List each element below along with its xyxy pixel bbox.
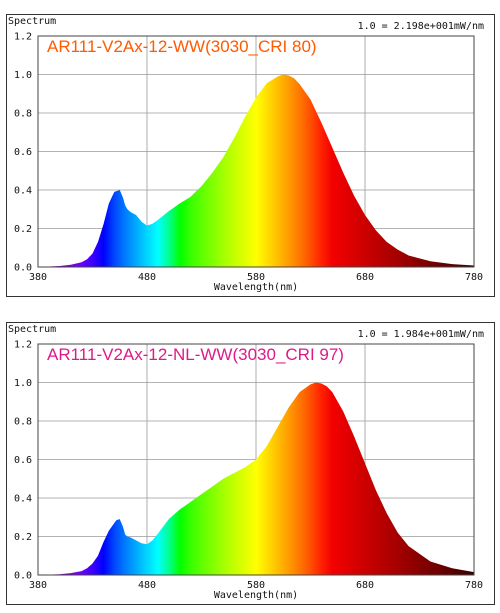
y-tick-label: 0.2: [14, 224, 32, 235]
x-tick-label: 380: [29, 272, 47, 283]
spectrum-series-area: [38, 74, 474, 267]
y-tick-label: 0.8: [14, 417, 32, 428]
x-tick-label: 580: [247, 272, 265, 283]
chart-title: AR111-V2Ax-12-WW(3030_CRI 80): [47, 37, 317, 56]
y-tick-label: 0.6: [14, 147, 32, 158]
x-axis-label: Wavelength(nm): [214, 590, 298, 601]
chart-title: AR111-V2Ax-12-NL-WW(3030_CRI 97): [47, 345, 344, 364]
normalization-note: 1.0 = 2.198e+001mW/nm: [358, 21, 484, 32]
x-tick-label: 680: [356, 580, 374, 591]
y-tick-label: 0.6: [14, 455, 32, 466]
x-tick-label: 780: [465, 580, 483, 591]
y-tick-label: 1.2: [14, 340, 32, 351]
spectrum-series-area: [38, 382, 474, 575]
y-tick-label: 0.0: [14, 571, 32, 582]
x-tick-label: 680: [356, 272, 374, 283]
y-tick-label: 1.0: [14, 70, 32, 81]
chart-frame: [6, 14, 495, 297]
y-tick-label: 1.0: [14, 378, 32, 389]
y-tick-label: 0.2: [14, 532, 32, 543]
spectrum-chart-2: 0.0 0.2 0.4 0.6 0.8 1.0 1.2 380 480 580 680 780 Spec…: [0, 308, 500, 608]
y-tick-label: 0.4: [14, 494, 32, 505]
y-tick-label: 1.2: [14, 32, 32, 43]
y-tick-label: 0.8: [14, 109, 32, 120]
spectrum-chart-1: 0.0 0.2 0.4 0.6 0.8 1.0 1.2 380 480 580 680 780 Spec…: [0, 0, 500, 300]
x-axis-label: Wavelength(nm): [214, 282, 298, 293]
chart-svg-1: 0.0 0.2 0.4 0.6 0.8 1.0 1.2 380 480 580 680 780 Spec…: [6, 14, 495, 297]
y-axis-label: Spectrum: [8, 16, 56, 27]
y-axis-label: Spectrum: [8, 324, 56, 335]
x-tick-label: 380: [29, 580, 47, 591]
y-tick-label: 0.0: [14, 263, 32, 274]
plot-border: [37, 343, 475, 576]
plot-border: [37, 35, 475, 268]
x-tick-label: 480: [138, 272, 156, 283]
chart-frame: [6, 322, 495, 605]
x-tick-label: 780: [465, 272, 483, 283]
x-tick-label: 480: [138, 580, 156, 591]
x-tick-label: 580: [247, 580, 265, 591]
normalization-note: 1.0 = 1.984e+001mW/nm: [358, 329, 484, 340]
y-tick-label: 0.4: [14, 186, 32, 197]
chart-svg-2: 0.0 0.2 0.4 0.6 0.8 1.0 1.2 380 480 580 680 780 Spec…: [6, 322, 495, 605]
